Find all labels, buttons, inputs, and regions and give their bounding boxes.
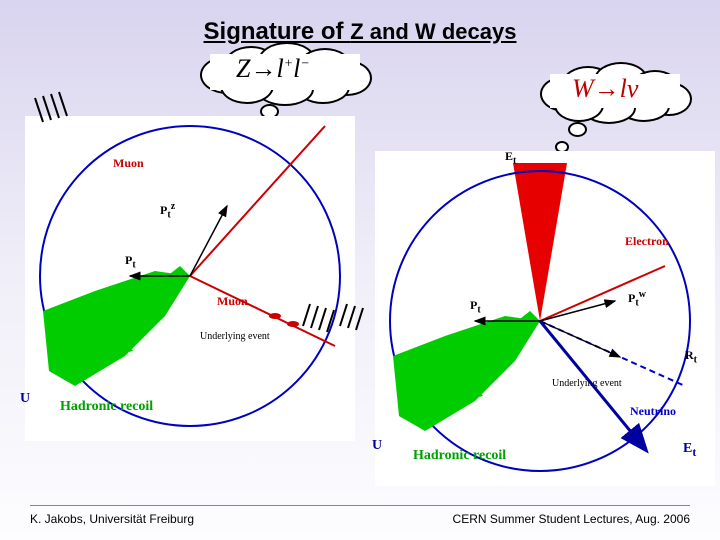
w-underlying-label: Underlying event xyxy=(552,378,622,389)
w-pt-label: Pt xyxy=(470,298,481,315)
w-u-label: U xyxy=(372,438,382,454)
cloud-w: W→lν xyxy=(540,66,690,116)
w-electron-label: Electron xyxy=(625,234,669,249)
w-neutrino-label: Neutrino xyxy=(630,404,676,419)
z-recoil-label: Hadronic recoil xyxy=(60,399,153,415)
page-title: Signature of Z and W decays xyxy=(0,0,720,46)
z-underlying-label: Underlying event xyxy=(200,331,270,342)
cloud-z: Z→l+l− xyxy=(200,46,370,98)
z-ptz-label: Ptz xyxy=(160,201,175,220)
w-ptw-label: Ptw xyxy=(628,289,646,308)
w-et-arrow-label: Et xyxy=(683,441,696,459)
z-muon1-label: Muon xyxy=(113,156,144,171)
footer-right: CERN Summer Student Lectures, Aug. 2006 xyxy=(453,512,690,526)
w-rt-label: Rt xyxy=(685,348,697,365)
w-et-label: Et xyxy=(505,149,516,166)
title-small: Z and W decays xyxy=(350,19,516,44)
z-u-label: U xyxy=(20,391,30,407)
footer: K. Jakobs, Universität Freiburg CERN Sum… xyxy=(30,505,690,526)
footer-left: K. Jakobs, Universität Freiburg xyxy=(30,512,194,526)
cloud-w-text: W→lν xyxy=(572,74,638,104)
w-recoil-label: Hadronic recoil xyxy=(413,448,506,464)
diagram-stage: Z→l+l− W→lν xyxy=(0,46,720,476)
title-main: Signature of xyxy=(204,18,351,45)
cloud-z-text: Z→l+l− xyxy=(236,54,310,84)
z-muon2-label: Muon xyxy=(217,294,248,309)
z-pt-label: Pt xyxy=(125,253,136,270)
detector-w xyxy=(355,131,720,501)
